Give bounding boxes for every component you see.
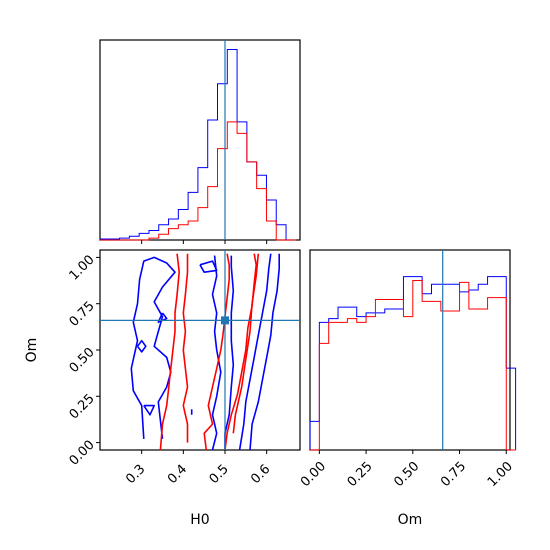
ytick-label-om: 0.75 [67, 299, 98, 330]
xtick-label-om: 0.50 [391, 459, 422, 490]
panel-hist-h0-frame [99, 39, 301, 241]
hist-h0-series-layer [99, 49, 296, 241]
contour-series-1-path-1 [224, 253, 257, 451]
truth-lines-layer [100, 40, 444, 450]
hist-om-series-1 [310, 279, 516, 451]
ytick-label-om: 0.00 [67, 438, 98, 469]
xtick-label-om: 0.25 [345, 459, 376, 490]
xtick-label-h0: 0.6 [248, 462, 273, 487]
ytick-label-om: 0.25 [67, 391, 98, 422]
contour-series-0-path-5 [143, 404, 155, 416]
contour-series-0-path-3 [249, 253, 280, 451]
xtick-label-om: 0.00 [298, 459, 329, 490]
xtick-label-h0: 0.5 [207, 462, 232, 487]
contour-series-1-path-3 [182, 253, 189, 443]
ticks-layer: 0.3 0.4 0.5 0.6 0.00 0.25 0.50 0.75 1.00 0.00 0.25… [67, 240, 516, 490]
truth-marker [221, 316, 229, 325]
contour-series-0-path-0 [224, 255, 235, 450]
x-axis-label-h0: H0 [190, 512, 209, 528]
contour-series-layer [130, 253, 280, 451]
contour-series-0-path-4 [130, 256, 176, 439]
hist-h0-series-0 [99, 49, 296, 241]
contour-series-1-path-2 [159, 253, 180, 451]
y-axis-label-om: Om [24, 338, 40, 363]
xtick-label-h0: 0.3 [123, 462, 148, 487]
contour-series-0-path-2 [211, 255, 222, 451]
x-axis-label-om: Om [398, 512, 423, 528]
panel-contour-frame [99, 249, 301, 451]
hist-om-series-layer [309, 276, 517, 451]
xtick-label-om: 1.00 [485, 459, 516, 490]
ytick-label-om: 0.50 [67, 345, 98, 376]
xtick-label-h0: 0.4 [165, 462, 190, 487]
contour-series-0-path-1 [238, 253, 272, 451]
contour-series-1-path-0 [203, 253, 230, 451]
contour-series-1-path-4 [232, 253, 260, 434]
hist-h0-series-1 [100, 121, 296, 241]
contour-series-0-path-7 [199, 260, 218, 273]
panel-hist-om-frame [309, 249, 511, 451]
xtick-label-om: 0.75 [438, 459, 469, 490]
ytick-label-om: 1.00 [67, 252, 98, 283]
contour-series-0-path-6 [136, 339, 147, 353]
hist-om-series-0 [309, 276, 517, 450]
